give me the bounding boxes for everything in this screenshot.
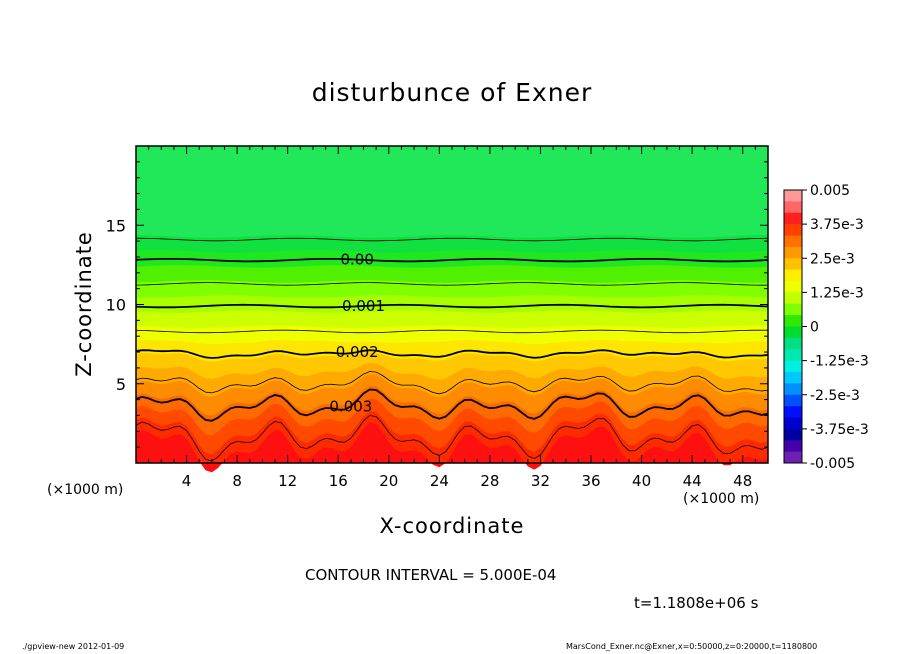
- x-tick-label: 44: [683, 472, 702, 490]
- x-tick-label: 12: [278, 472, 297, 490]
- colorbar-label: 2.5e-3: [810, 251, 855, 267]
- colorbar-swatch: [784, 428, 802, 441]
- y-tick-label: 15: [106, 216, 126, 235]
- colorbar-swatch: [784, 224, 802, 236]
- chart-title: disturbunce of Exner: [311, 78, 593, 107]
- y-axis-label: Z-coordinate: [72, 231, 96, 377]
- contour-line: [135, 237, 769, 242]
- contour-label: 0.002: [336, 343, 379, 361]
- colorbar-label: 0: [810, 320, 819, 336]
- colorbar-swatch: [784, 440, 802, 453]
- contour-label: 0.003: [329, 397, 372, 415]
- time-label: t=1.1808e+06 s: [634, 594, 759, 612]
- y-axis-ticks: 5 10 15: [106, 161, 768, 448]
- x-axis-label: X-coordinate: [379, 514, 525, 538]
- x-tick-label: 36: [581, 472, 600, 490]
- y-tick-label: 10: [106, 296, 126, 315]
- contour-label: 0.001: [342, 297, 385, 315]
- x-tick-label: 16: [329, 472, 348, 490]
- contour-labels: 0.00 0.001 0.002 0.003: [329, 251, 385, 416]
- colorbar-swatch: [784, 360, 802, 373]
- x-tick-label: 48: [733, 472, 752, 490]
- x-axis-ticks: 4 8 12 16 20 24 28 32 36 40 44 48: [148, 146, 756, 490]
- contour-line: [135, 415, 769, 462]
- colorbar-swatch: [784, 190, 802, 202]
- colorbar-label: -1.25e-3: [810, 354, 869, 370]
- colorbar-swatch: [784, 383, 802, 396]
- x-tick-label: 28: [480, 472, 499, 490]
- contour-line: [135, 282, 769, 286]
- colorbar-swatch: [784, 326, 802, 339]
- colorbar-swatch: [784, 212, 802, 225]
- colorbar-label: -2.5e-3: [810, 388, 860, 404]
- colorbar-swatch: [784, 235, 802, 248]
- x-tick-label: 4: [182, 472, 192, 490]
- colorbar-swatch: [784, 281, 802, 293]
- colorbar-label: -3.75e-3: [810, 422, 869, 438]
- colorbar-swatch: [784, 337, 802, 350]
- x-unit-right: (×1000 m): [683, 491, 760, 507]
- color-field: [136, 146, 768, 473]
- contour-interval: CONTOUR INTERVAL = 5.000E-04: [305, 566, 557, 584]
- colorbar-swatch: [784, 315, 802, 327]
- colorbar-swatch: [784, 246, 802, 259]
- contour-line-labeled: [135, 388, 769, 422]
- x-tick-label: 32: [531, 472, 550, 490]
- colorbar-swatch: [784, 292, 802, 305]
- x-tick-label: 24: [430, 472, 449, 490]
- field-band: [136, 422, 768, 473]
- colorbar-swatch: [784, 258, 802, 271]
- footer-right: MarsCond_Exner.nc@Exner,x=0:50000,z=0:20…: [566, 642, 818, 651]
- colorbar-label: -0.005: [810, 456, 855, 472]
- x-unit-left: (×1000 m): [47, 482, 124, 498]
- contour-line-labeled: [135, 258, 769, 263]
- colorbar-label: 0.005: [810, 183, 850, 199]
- colorbar-swatch: [784, 406, 802, 418]
- x-tick-label: 8: [232, 472, 242, 490]
- colorbar-swatch: [784, 349, 802, 362]
- contour-line: [135, 329, 768, 334]
- colorbar-label: 1.25e-3: [810, 285, 864, 301]
- contour-line-labeled: [135, 303, 769, 309]
- colorbar-label: 3.75e-3: [810, 217, 864, 233]
- colorbar-swatch: [784, 451, 802, 464]
- colorbar-swatch: [784, 394, 802, 407]
- colorbar-swatch: [784, 269, 802, 282]
- footer-left: ./gpview-new 2012-01-09: [22, 642, 125, 651]
- colorbar-swatch: [784, 201, 802, 214]
- colorbar-swatch: [784, 303, 802, 316]
- x-tick-label: 20: [379, 472, 398, 490]
- contour-lines: [135, 237, 769, 462]
- colorbar: 0.005 3.75e-3 2.5e-3 1.25e-3 0 -1.25e-3 -2.5e-…: [783, 183, 869, 472]
- colorbar-swatch: [784, 372, 802, 384]
- x-tick-label: 40: [632, 472, 651, 490]
- contour-line-labeled: [135, 349, 769, 359]
- colorbar-swatch: [784, 417, 802, 430]
- contour-label: 0.00: [340, 251, 373, 269]
- y-tick-label: 5: [116, 375, 126, 394]
- contour-line: [135, 371, 769, 395]
